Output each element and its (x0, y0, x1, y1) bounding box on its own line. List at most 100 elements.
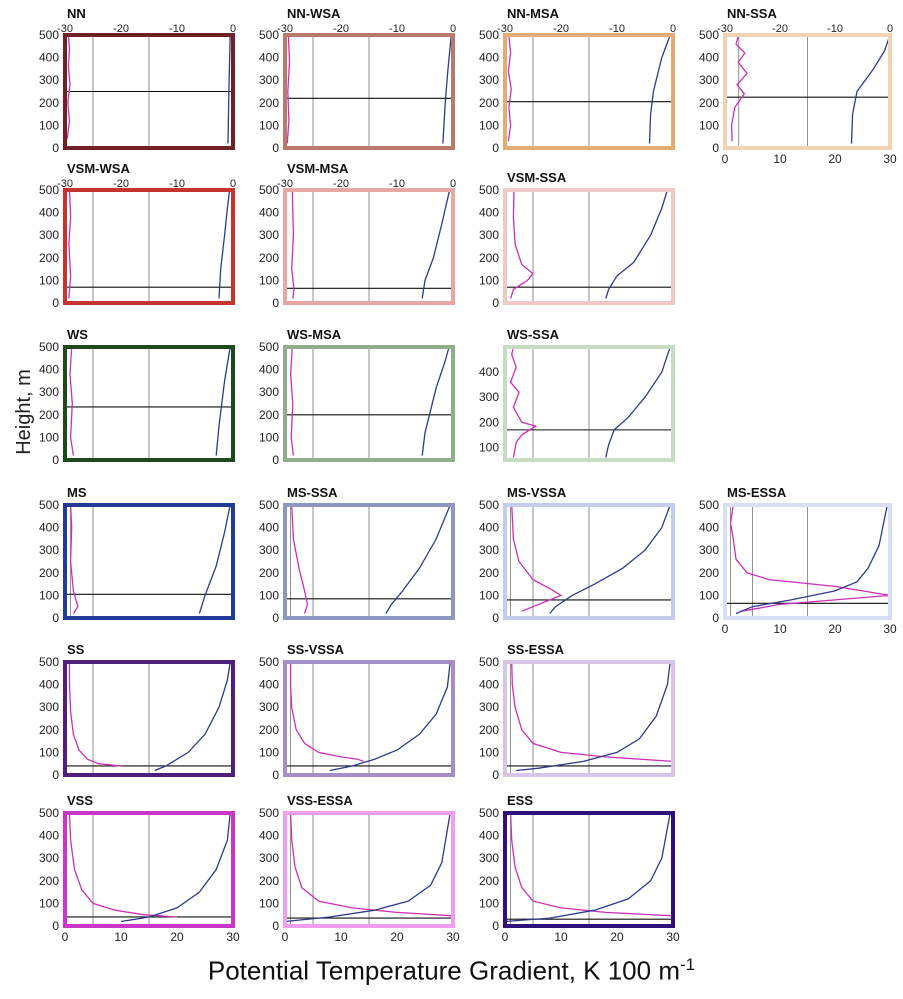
y-axis-label: Height, m (13, 369, 35, 455)
y-tick-label: 0 (272, 453, 279, 467)
x-tick-label-bottom: 0 (62, 930, 69, 944)
panel-title: VSS (67, 793, 93, 808)
y-tick-label: 400 (479, 829, 499, 843)
panel-ss-vssa: SS-VSSA 0 100 200 300 400 500 (259, 642, 455, 782)
y-tick-label: 200 (699, 566, 719, 580)
y-tick-label: 400 (259, 51, 279, 65)
panel-title: WS-SSA (507, 327, 560, 342)
panel-frame (503, 503, 675, 620)
magenta-profile-line (509, 346, 538, 458)
panel-ws-ssa: WS-SSA 100 200 300 400 (479, 327, 675, 462)
panel-frame (503, 811, 675, 928)
x-tick-label-bottom: 20 (610, 930, 624, 944)
y-tick-label: 0 (272, 296, 279, 310)
y-tick-label: 300 (39, 73, 59, 87)
y-tick-label: 500 (39, 340, 59, 354)
navy-profile-line (385, 504, 451, 614)
y-tick-label: 200 (479, 415, 499, 429)
y-tick-label: 200 (479, 251, 499, 265)
y-tick-label: 300 (479, 700, 499, 714)
y-tick-label: 500 (259, 806, 279, 820)
y-tick-label: 200 (39, 251, 59, 265)
magenta-profile-line (291, 189, 295, 299)
panel-vsm-wsa: VSM-WSA 0 100 200 300 400 500-30 -20 -10 0 (39, 161, 236, 310)
y-tick-label: 200 (259, 408, 279, 422)
y-tick-label: 0 (52, 768, 59, 782)
x-tick-label-bottom: 20 (828, 152, 842, 166)
y-tick-label: 200 (479, 566, 499, 580)
panel-ess: ESS 0 100 200 300 400 500 0 10 20 30 (479, 793, 680, 944)
x-axis-label-exponent: -1 (680, 955, 696, 974)
y-tick-label: 100 (259, 588, 279, 602)
x-tick-label-bottom: 10 (334, 930, 348, 944)
y-tick-label: 200 (259, 96, 279, 110)
y-tick-label: 100 (259, 430, 279, 444)
y-tick-label: 300 (39, 700, 59, 714)
panel-vsm-msa: VSM-MSA 0 100 200 300 400 500-30 -20 -10 0 (259, 161, 456, 310)
y-tick-label: 100 (479, 440, 499, 454)
y-tick-label: 500 (259, 498, 279, 512)
x-tick-label-top: -20 (333, 178, 349, 190)
y-tick-label: 0 (272, 768, 279, 782)
panel-title: MS-VSSA (507, 485, 567, 500)
y-tick-label: 500 (259, 655, 279, 669)
panel-nn: NN 0 100 200 300 400 500-30 -20 -10 0 (39, 6, 236, 155)
panel-frame (283, 811, 455, 928)
y-tick-label: 100 (39, 745, 59, 759)
y-tick-label: 200 (259, 251, 279, 265)
x-tick-label-top: -10 (389, 23, 405, 35)
x-axis-label-main: Potential Temperature Gradient, K 100 m (207, 955, 680, 986)
y-tick-label: 0 (52, 453, 59, 467)
y-tick-label: 400 (259, 678, 279, 692)
panel-ws-msa: WS-MSA 0 100 200 300 400 500 (259, 327, 455, 467)
navy-profile-line (735, 504, 888, 615)
x-tick-label-top: -10 (609, 23, 625, 35)
y-tick-label: 200 (39, 874, 59, 888)
y-tick-label: 100 (39, 896, 59, 910)
y-tick-label: 500 (39, 655, 59, 669)
panel-frame (63, 660, 235, 777)
panel-ms-vssa: MS-VSSA 0 100 200 300 400 500 (479, 485, 675, 625)
magenta-profile-line (511, 661, 674, 763)
navy-profile-line (549, 504, 671, 614)
magenta-profile-line (289, 662, 364, 763)
y-tick-label: 0 (52, 141, 59, 155)
panel-vss: VSS 0 100 200 300 400 500 0 10 20 30 (39, 793, 240, 944)
panel-frame (63, 188, 235, 305)
y-tick-label: 300 (39, 228, 59, 242)
navy-profile-line (154, 661, 231, 772)
y-tick-label: 400 (259, 206, 279, 220)
y-tick-label: 0 (492, 919, 499, 933)
x-tick-label-bottom: 30 (226, 930, 240, 944)
magenta-profile-line (291, 504, 309, 614)
panel-vss-essa: VSS-ESSA 0 100 200 300 400 500 0 10 20 30 (259, 793, 460, 944)
x-tick-label-top: -20 (333, 23, 349, 35)
y-tick-label: 200 (39, 566, 59, 580)
y-tick-label: 500 (39, 28, 59, 42)
y-tick-label: 100 (39, 430, 59, 444)
magenta-profile-line (68, 662, 122, 767)
y-tick-label: 500 (479, 806, 499, 820)
panel-title: ESS (507, 793, 533, 808)
y-tick-label: 100 (479, 118, 499, 132)
navy-profile-line (648, 34, 671, 144)
panel-frame (723, 503, 892, 620)
y-tick-label: 0 (52, 919, 59, 933)
y-tick-label: 300 (39, 385, 59, 399)
x-tick-label-bottom: 30 (883, 152, 897, 166)
magenta-profile-line (69, 346, 75, 456)
magenta-profile-line (68, 189, 72, 299)
y-tick-label: 500 (259, 340, 279, 354)
x-tick-label-top: -20 (553, 23, 569, 35)
navy-profile-line (516, 661, 671, 772)
panel-nn-msa: NN-MSA 0 100 200 300 400 500-30 -20 -10 0 (479, 6, 676, 155)
y-tick-label: 100 (39, 273, 59, 287)
magenta-profile-line (286, 34, 291, 144)
magenta-profile-line (730, 34, 748, 142)
y-tick-label: 300 (259, 543, 279, 557)
y-tick-label: 100 (259, 273, 279, 287)
y-tick-label: 100 (479, 273, 499, 287)
y-tick-label: 200 (259, 566, 279, 580)
x-tick-label-bottom: 10 (114, 930, 128, 944)
